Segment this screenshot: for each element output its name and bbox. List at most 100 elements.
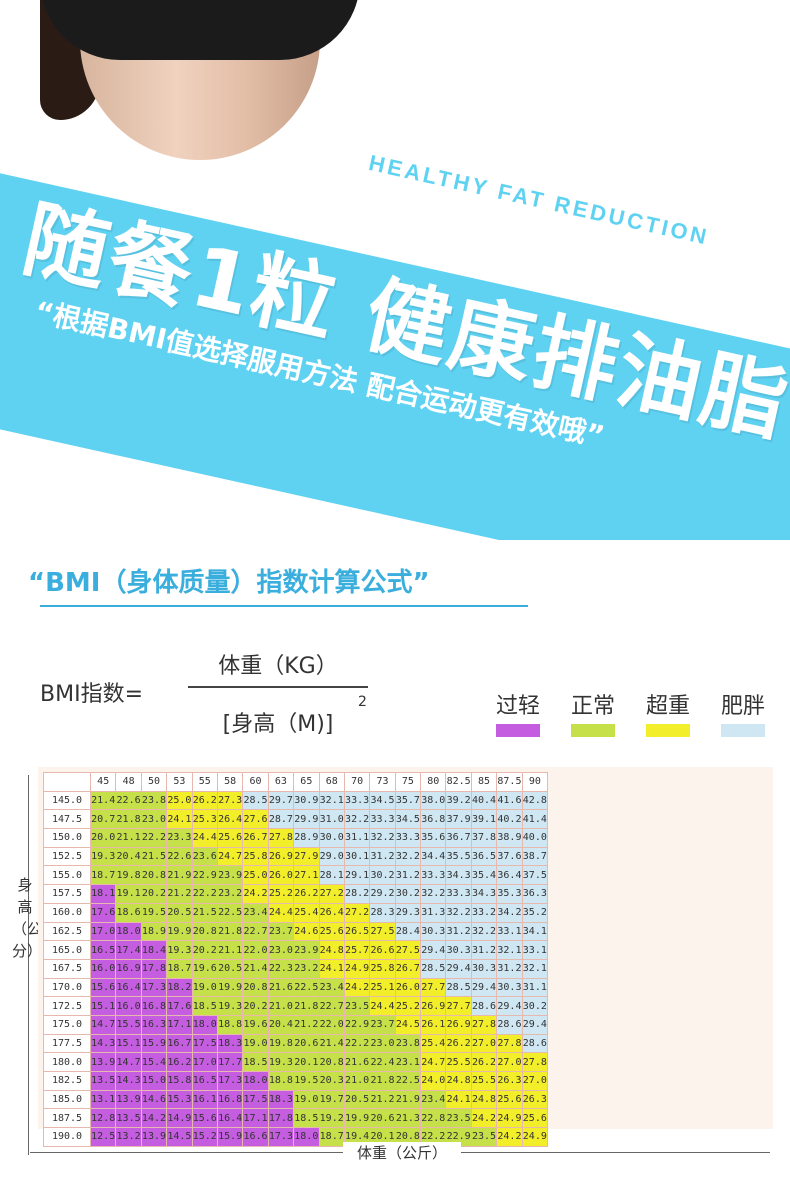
bmi-value-cell: 19.0 xyxy=(242,1033,269,1054)
height-header-cell: 150.0 xyxy=(43,828,91,848)
bmi-value-cell: 34.2 xyxy=(496,902,523,923)
formula-section-title: “BMI（身体质量）指数计算公式” xyxy=(28,568,430,598)
bmi-value-cell: 29.3 xyxy=(394,902,422,923)
height-header-cell: 147.5 xyxy=(43,809,91,830)
bmi-value-cell: 16.4 xyxy=(115,977,142,998)
bmi-value-cell: 13.9 xyxy=(115,1089,142,1110)
bmi-value-cell: 13.5 xyxy=(89,1071,117,1091)
bmi-value-cell: 21.0 xyxy=(267,996,295,1016)
bmi-value-cell: 27.0 xyxy=(496,1052,523,1072)
bmi-value-cell: 22.2 xyxy=(140,828,168,848)
bmi-value-cell: 26.2 xyxy=(470,1052,498,1072)
height-header-cell: 172.5 xyxy=(43,996,91,1016)
bmi-value-cell: 29.4 xyxy=(496,996,523,1016)
bmi-value-cell: 27.0 xyxy=(521,1071,549,1091)
bmi-value-cell: 17.3 xyxy=(216,1071,244,1091)
height-header-cell: 165.0 xyxy=(43,940,91,960)
bmi-value-cell: 41.6 xyxy=(496,790,523,811)
bmi-value-cell: 32.1 xyxy=(318,790,345,811)
bmi-value-cell: 20.8 xyxy=(318,1052,345,1072)
bmi-value-cell: 21.4 xyxy=(242,958,269,979)
legend-swatch-underweight xyxy=(496,724,540,737)
bmi-value-cell: 26.0 xyxy=(267,865,295,886)
bmi-value-cell: 31.1 xyxy=(343,828,371,848)
bmi-value-cell: 13.9 xyxy=(89,1052,117,1072)
bmi-value-cell: 24.1 xyxy=(318,958,345,979)
bmi-value-cell: 21.8 xyxy=(293,996,320,1016)
weight-header-cell: 75 xyxy=(394,772,422,792)
weight-header-cell: 85 xyxy=(470,772,498,792)
bmi-value-cell: 21.1 xyxy=(115,828,142,848)
bmi-value-cell: 36.5 xyxy=(470,846,498,867)
bmi-value-cell: 16.4 xyxy=(216,1108,244,1129)
weight-header-cell: 45 xyxy=(89,772,117,792)
bmi-value-cell: 31.1 xyxy=(521,977,549,998)
bmi-value-cell: 25.1 xyxy=(369,977,396,998)
bmi-value-cell: 19.6 xyxy=(242,1014,269,1035)
bmi-value-cell: 17.7 xyxy=(216,1052,244,1072)
bmi-value-cell: 18.0 xyxy=(242,1071,269,1091)
bmi-value-cell: 26.2 xyxy=(191,790,218,811)
bmi-value-cell: 14.3 xyxy=(115,1071,142,1091)
bmi-value-cell: 14.5 xyxy=(166,1127,193,1147)
bmi-value-cell: 24.5 xyxy=(394,1014,422,1035)
bmi-value-cell: 19.9 xyxy=(166,921,193,942)
bmi-value-cell: 36.4 xyxy=(496,865,523,886)
bmi-value-cell: 26.1 xyxy=(420,1014,447,1035)
bmi-value-cell: 35.2 xyxy=(521,902,549,923)
bmi-value-cell: 23.5 xyxy=(343,996,371,1016)
bmi-value-cell: 19.3 xyxy=(267,1052,295,1072)
bmi-value-cell: 21.0 xyxy=(343,1071,371,1091)
bmi-value-cell: 32.2 xyxy=(420,884,447,904)
bmi-value-cell: 26.9 xyxy=(445,1014,472,1035)
bmi-value-cell: 31.2 xyxy=(445,921,472,942)
weight-header-cell: 55 xyxy=(191,772,218,792)
table-row: 182.5 13.5 14.3 15.0 15.8 16.5 17.3 18.0 18.8 19.… xyxy=(43,1071,549,1091)
bmi-value-cell: 20.5 xyxy=(343,1089,371,1110)
bmi-value-cell: 20.0 xyxy=(89,828,117,848)
bmi-value-cell: 21.6 xyxy=(267,977,295,998)
bmi-value-cell: 23.1 xyxy=(394,1052,422,1072)
table-row: 152.5 19.3 20.4 21.5 22.6 23.6 24.7 25.8 26.9 27.… xyxy=(43,846,549,867)
bmi-value-cell: 23.4 xyxy=(420,1089,447,1110)
bmi-value-cell: 28.9 xyxy=(293,828,320,848)
bmi-value-cell: 33.3 xyxy=(343,790,371,811)
bmi-value-cell: 28.6 xyxy=(470,996,498,1016)
bmi-value-cell: 19.5 xyxy=(293,1071,320,1091)
bmi-value-cell: 24.4 xyxy=(267,902,295,923)
bmi-value-cell: 19.7 xyxy=(318,1089,345,1110)
bmi-value-cell: 27.0 xyxy=(470,1033,498,1054)
bmi-value-cell: 41.4 xyxy=(521,809,549,830)
bmi-value-cell: 25.8 xyxy=(369,958,396,979)
bmi-value-cell: 28.4 xyxy=(394,921,422,942)
legend-swatch-overweight xyxy=(646,724,690,737)
bmi-value-cell: 33.1 xyxy=(521,940,549,960)
bmi-value-cell: 40.2 xyxy=(496,809,523,830)
bmi-value-cell: 23.7 xyxy=(267,921,295,942)
height-header-cell: 145.0 xyxy=(43,790,91,811)
bmi-value-cell: 22.2 xyxy=(343,1033,371,1054)
bmi-value-cell: 21.8 xyxy=(115,809,142,830)
bmi-value-cell: 15.6 xyxy=(89,977,117,998)
bmi-value-cell: 26.0 xyxy=(394,977,422,998)
bmi-value-cell: 26.2 xyxy=(293,884,320,904)
bmi-value-cell: 33.3 xyxy=(369,809,396,830)
bmi-label: BMI指数= xyxy=(40,682,143,707)
bmi-value-cell: 18.0 xyxy=(115,921,142,942)
bmi-value-cell: 22.9 xyxy=(191,865,218,886)
model-bikini-top xyxy=(40,0,360,60)
legend-swatch-normal xyxy=(571,724,615,737)
bmi-value-cell: 27.8 xyxy=(496,1033,523,1054)
bmi-value-cell: 16.0 xyxy=(89,958,117,979)
bmi-value-cell: 17.8 xyxy=(267,1108,295,1129)
bmi-value-cell: 20.6 xyxy=(293,1033,320,1054)
bmi-value-cell: 18.7 xyxy=(89,865,117,886)
bmi-value-cell: 38.7 xyxy=(521,846,549,867)
bmi-value-cell: 29.1 xyxy=(343,865,371,886)
bmi-value-cell: 26.6 xyxy=(369,940,396,960)
bmi-value-cell: 17.1 xyxy=(166,1014,193,1035)
weight-header-cell: 82.5 xyxy=(445,772,472,792)
legend-normal: 正常 xyxy=(570,694,615,719)
bmi-value-cell: 23.3 xyxy=(166,828,193,848)
bmi-value-cell: 17.5 xyxy=(191,1033,218,1054)
